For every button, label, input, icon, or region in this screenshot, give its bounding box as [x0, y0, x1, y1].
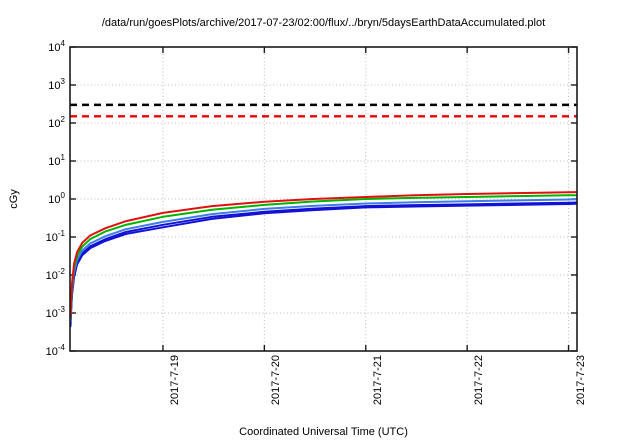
plot-border [69, 46, 578, 352]
y-tick-label: 100 [48, 191, 65, 206]
chart-title: /data/run/goesPlots/archive/2017-07-23/0… [101, 17, 546, 29]
y-tick-label: 10-1 [45, 229, 65, 244]
y-tick-label: 102 [48, 115, 65, 130]
y-tick-label: 103 [48, 77, 65, 92]
y-axis-title: cGy [8, 189, 20, 209]
y-tick-label: 10-2 [45, 267, 65, 282]
series-accumulated-dose-blue-2 [70, 202, 577, 328]
series-accumulated-dose-green [70, 194, 577, 320]
y-tick-label: 101 [48, 153, 65, 168]
y-tick-label: 10-4 [45, 343, 65, 358]
y-tick-label: 10-3 [45, 305, 65, 320]
x-axis-title: Coordinated Universal Time (UTC) [239, 426, 408, 438]
y-tick-label: 104 [48, 39, 65, 54]
series-accumulated-dose-red [70, 191, 577, 318]
series-accumulated-dose-skyblue [70, 198, 577, 323]
